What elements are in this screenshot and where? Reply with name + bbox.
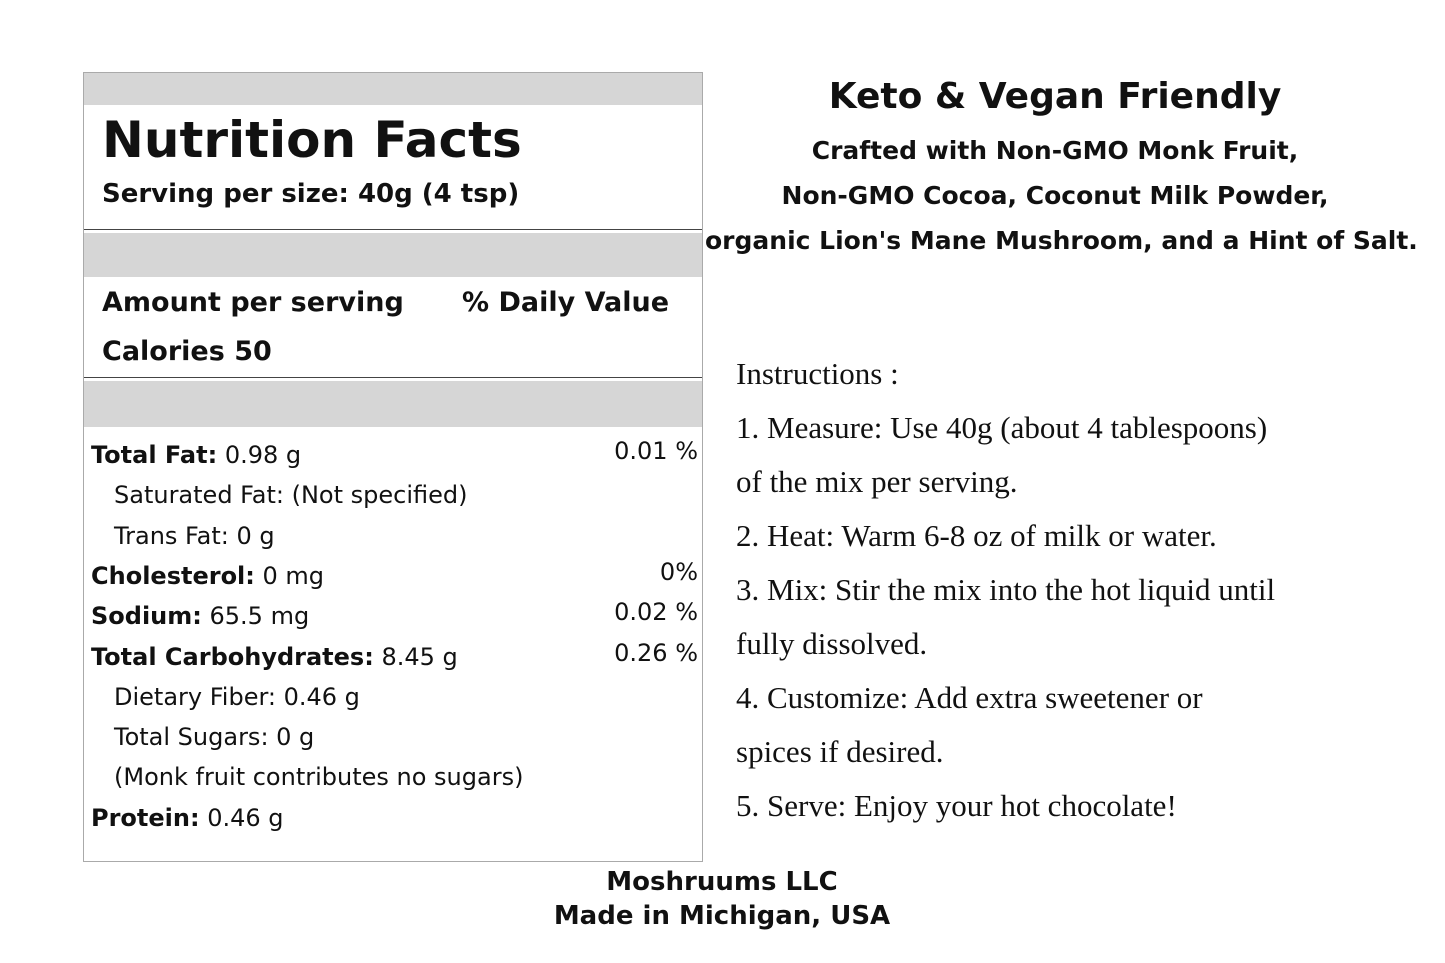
nutrient-row: Total Sugars: 0 g: [91, 717, 698, 757]
nutrient-daily-value: 0.01 %: [614, 437, 698, 465]
nutrient-name: Cholesterol:: [91, 561, 255, 590]
nutrient-row: (Monk fruit contributes no sugars): [91, 757, 698, 797]
nutrient-row: Sodium: 65.5 mg 0.02 %: [91, 596, 698, 636]
nutrient-value: 65.5 mg: [201, 602, 310, 631]
nutrient-value: 0.46 g: [199, 803, 284, 832]
nutrition-facts-label: Nutrition Facts Serving per size: 40g (4…: [83, 72, 703, 862]
amount-header: Amount per serving: [102, 287, 404, 318]
instruction-line: 4. Customize: Add extra sweetener or: [736, 680, 1203, 715]
gray-band: [84, 381, 702, 427]
instruction-line: fully dissolved.: [736, 626, 928, 661]
nutrient-name: Total Fat:: [91, 441, 218, 469]
instructions-heading: Instructions :: [736, 356, 899, 391]
nutrient-name: Protein:: [91, 803, 200, 832]
instruction-line: 5. Serve: Enjoy your hot chocolate!: [736, 788, 1177, 823]
nutrient-name: Total Sugars: 0 g: [114, 723, 315, 752]
nutrient-daily-value: 0.26 %: [614, 638, 698, 667]
nutrient-row: Saturated Fat: (Not specified): [91, 475, 698, 515]
nutrient-row: Total Carbohydrates: 8.45 g 0.26 %: [91, 637, 698, 677]
gray-band: [84, 73, 702, 105]
instruction-line: 1. Measure: Use 40g (about 4 tablespoons…: [736, 410, 1268, 445]
nutrient-name: Dietary Fiber: 0.46 g: [114, 682, 360, 711]
nutrient-name: Trans Fat: 0 g: [114, 521, 275, 550]
nutrient-row: Dietary Fiber: 0.46 g: [91, 677, 698, 717]
instruction-line: 2. Heat: Warm 6-8 oz of milk or water.: [736, 518, 1217, 553]
calories: Calories 50: [102, 336, 272, 367]
ingredients-line: organic Lion's Mane Mushroom, and a Hint…: [705, 226, 1418, 255]
serving-size: Serving per size: 40g (4 tsp): [102, 179, 520, 209]
ingredients-line: Crafted with Non-GMO Monk Fruit,: [811, 136, 1299, 165]
nutrient-row: Trans Fat: 0 g: [91, 516, 698, 556]
nutrient-daily-value: 0%: [659, 557, 698, 586]
origin: Made in Michigan, USA: [553, 901, 891, 931]
instruction-line: spices if desired.: [736, 734, 944, 769]
company-name: Moshruums LLC: [606, 867, 838, 897]
headline: Keto & Vegan Friendly: [828, 76, 1282, 117]
gray-band: [84, 233, 702, 277]
instruction-line: 3. Mix: Stir the mix into the hot liquid…: [736, 572, 1276, 607]
nutrient-daily-value: 0.02 %: [614, 598, 698, 627]
nutrient-row: Cholesterol: 0 mg 0%: [91, 556, 698, 596]
divider: [84, 377, 702, 378]
nutrient-name: Saturated Fat: (Not specified): [114, 481, 468, 510]
nutrient-row: Protein: 0.46 g: [91, 798, 698, 838]
nutrient-value: 8.45 g: [373, 642, 458, 671]
instruction-line: of the mix per serving.: [736, 464, 1018, 499]
nutrient-name: Total Carbohydrates:: [91, 642, 374, 671]
label-title: Nutrition Facts: [102, 111, 522, 169]
nutrient-value: 0 mg: [254, 561, 325, 590]
divider: [84, 229, 702, 230]
daily-value-header: % Daily Value: [462, 287, 670, 318]
ingredients-line: Non-GMO Cocoa, Coconut Milk Powder,: [781, 181, 1329, 210]
nutrient-row: Total Fat: 0.98 g 0.01 %: [91, 435, 698, 475]
nutrient-name: Sodium:: [91, 602, 202, 631]
nutrient-name: (Monk fruit contributes no sugars): [114, 763, 524, 792]
nutrient-value: 0.98 g: [217, 441, 302, 469]
